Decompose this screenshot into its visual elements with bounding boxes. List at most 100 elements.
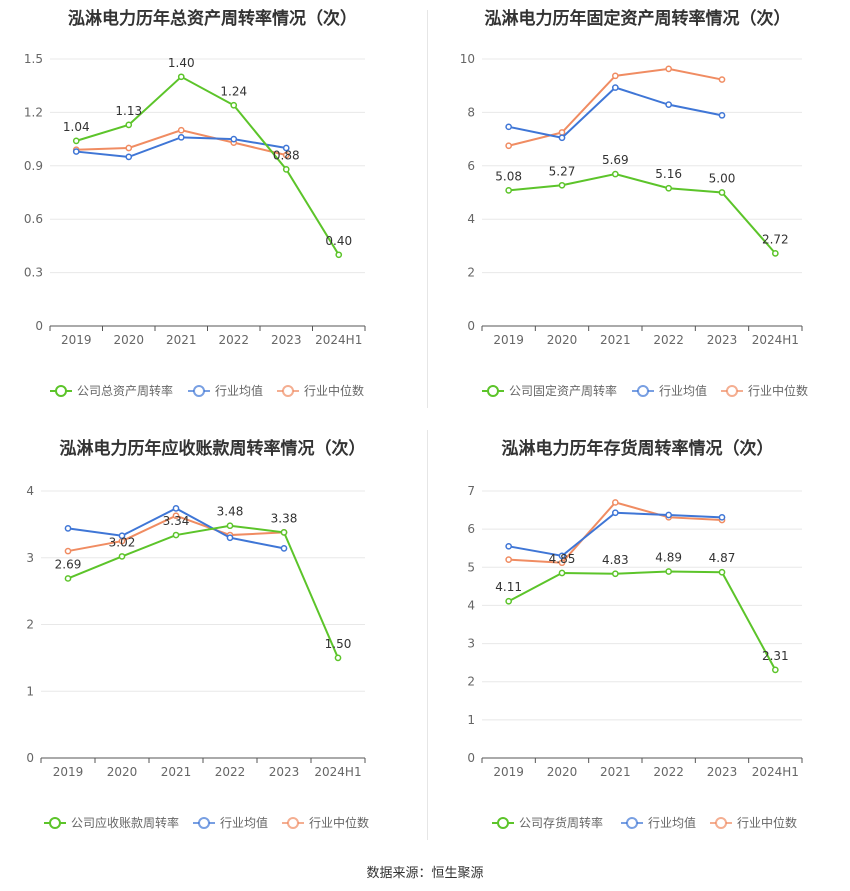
x-tick-label: 2024H1	[752, 765, 799, 779]
data-label: 2.69	[55, 557, 82, 571]
data-point	[280, 529, 288, 536]
legend-swatch-marker	[487, 385, 499, 397]
series-company: 5.08 5.27 5.69 5.16 5.00 2.72	[495, 153, 789, 257]
fixed-asset-turnover-panel: 泓淋电力历年固定资产周转率情况（次） 0 2 4 6 8 10 2019 2020 2021 20…	[425, 0, 850, 420]
y-tick-label: 3	[467, 637, 475, 651]
x-tick-label: 2022	[215, 765, 246, 779]
x-tick-label: 2021	[161, 765, 192, 779]
x-tick-label: 2022	[218, 333, 249, 347]
y-tick-label: 0.9	[24, 159, 43, 173]
y-tick-label: 10	[460, 52, 475, 66]
series-median	[505, 65, 726, 150]
y-tick-label: 6	[467, 159, 475, 173]
y-tick-label: 0	[467, 751, 475, 765]
data-point	[558, 552, 566, 560]
y-tick-label: 0	[35, 319, 43, 333]
y-tick-label: 4	[26, 484, 34, 498]
y-tick-label: 1	[467, 713, 475, 727]
legend: 公司存货周转率 行业均值 行业中位数	[492, 815, 797, 830]
data-point	[611, 509, 619, 517]
legend-swatch-marker	[55, 385, 67, 397]
legend-label: 公司总资产周转率	[77, 383, 173, 398]
legend: 公司应收账款周转率 行业均值 行业中位数	[44, 815, 369, 830]
y-tick-label: 0	[467, 319, 475, 333]
data-label: 5.16	[655, 167, 682, 181]
data-label: 5.69	[602, 153, 629, 167]
y-tick-label: 0.6	[24, 212, 43, 226]
legend-swatch-marker	[637, 385, 649, 397]
x-tick-label: 2020	[547, 333, 578, 347]
data-point	[172, 512, 180, 520]
series-company: 4.11 4.85 4.83 4.89 4.87 2.31	[495, 550, 789, 674]
legend-label: 行业中位数	[304, 383, 364, 398]
x-tick-label: 2023	[707, 333, 738, 347]
data-point	[558, 134, 566, 142]
data-label: 0.40	[325, 234, 352, 248]
data-point	[125, 153, 133, 161]
series-avg	[72, 133, 290, 161]
legend-swatch-marker	[198, 817, 210, 829]
total-asset-turnover-panel: 泓淋电力历年总资产周转率情况（次） 0 0.3 0.6 0.9 1.2 1.5 2019 20…	[0, 0, 425, 420]
legend-swatch-marker	[715, 817, 727, 829]
data-point	[172, 505, 180, 512]
x-tick-label: 2021	[600, 765, 631, 779]
x-axis: 2019 2020 2021 2022 2023 2024H1	[49, 325, 366, 347]
y-tick-label: 5	[467, 560, 475, 574]
y-tick-label: 6	[467, 522, 475, 536]
data-point	[558, 181, 566, 189]
y-tick-label: 7	[467, 484, 475, 498]
receivables-turnover-panel: 泓淋电力历年应收账款周转率情况（次） 0 1 2 3 4 2019 2020 2021 2022…	[0, 420, 425, 850]
data-point	[558, 569, 566, 577]
data-point	[771, 250, 779, 257]
legend-label: 公司固定资产周转率	[509, 383, 617, 398]
data-label: 1.04	[63, 120, 90, 134]
data-point	[505, 142, 513, 150]
legend-label: 行业中位数	[737, 815, 797, 830]
data-point	[118, 532, 126, 540]
legend-label: 行业均值	[659, 383, 707, 398]
data-point	[334, 654, 342, 662]
legend-label: 行业中位数	[309, 815, 369, 830]
x-tick-label: 2019	[53, 765, 84, 779]
legend-swatch-marker	[497, 817, 509, 829]
data-point	[226, 522, 234, 530]
x-axis: 2019 2020 2021 2022 2023 2024H1	[40, 757, 366, 779]
data-label: 4.89	[655, 550, 682, 564]
legend-swatch-marker	[726, 385, 738, 397]
legend: 公司总资产周转率 行业均值 行业中位数	[50, 383, 364, 398]
series-line	[508, 570, 777, 671]
data-label: 5.27	[549, 164, 576, 178]
panel-divider-top	[427, 10, 428, 408]
data-point	[125, 121, 133, 129]
legend-label: 行业均值	[215, 383, 263, 398]
x-tick-label: 2022	[653, 765, 684, 779]
y-tick-label: 1.2	[24, 105, 43, 119]
data-point	[611, 170, 619, 178]
data-label: 1.13	[115, 104, 142, 118]
legend-swatch-marker	[626, 817, 638, 829]
data-point	[558, 129, 566, 136]
legend-label: 公司应收账款周转率	[71, 815, 179, 830]
receivables-turnover-chart: 0 1 2 3 4 2019 2020 2021 2022 2023 2024H1 2.69 3.02 3…	[26, 484, 369, 830]
data-point	[172, 531, 180, 539]
legend-label: 行业均值	[220, 815, 268, 830]
chart-title: 泓淋电力历年存货周转率情况（次）	[501, 439, 774, 459]
series-avg	[505, 509, 726, 560]
data-point	[280, 545, 288, 552]
data-point	[611, 570, 619, 578]
data-source-note: 数据来源：恒生聚源	[366, 866, 484, 881]
y-tick-label: 2	[467, 266, 475, 280]
data-point	[611, 72, 619, 80]
y-tick-label: 0	[26, 751, 34, 765]
x-tick-label: 2020	[113, 333, 144, 347]
x-tick-label: 2020	[547, 765, 578, 779]
data-label: 1.24	[220, 84, 247, 98]
data-point	[125, 144, 133, 152]
data-point	[64, 525, 72, 532]
y-axis: 0 1 2 3 4 5 6 7	[467, 484, 475, 765]
data-point	[505, 597, 513, 605]
x-tick-label: 2021	[166, 333, 197, 347]
x-tick-label: 2019	[493, 765, 524, 779]
data-label: 4.11	[495, 580, 522, 594]
x-tick-label: 2019	[61, 333, 92, 347]
